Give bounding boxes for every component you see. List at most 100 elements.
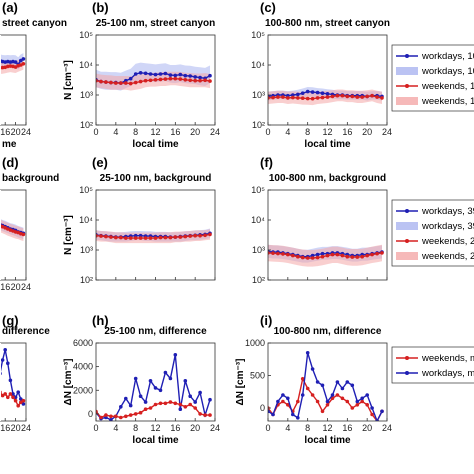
data-point — [375, 251, 379, 256]
panel-label: (c) — [260, 0, 276, 15]
y-tick-label: 10⁴ — [79, 60, 93, 70]
data-point — [291, 412, 295, 417]
y-tick-label: 500 — [250, 371, 265, 381]
data-point — [119, 405, 123, 409]
data-point — [124, 236, 128, 240]
x-axis-label: local time — [132, 435, 179, 446]
x-tick-label: 16 — [0, 127, 10, 137]
axes-frame — [267, 34, 388, 126]
panel-label: (h) — [92, 313, 109, 328]
data-point — [276, 251, 280, 256]
data-point — [13, 398, 18, 403]
data-point — [183, 405, 188, 409]
data-point — [300, 255, 305, 260]
data-point — [143, 400, 148, 404]
data-point — [138, 79, 143, 84]
data-point — [114, 414, 118, 419]
data-point — [335, 393, 340, 397]
data-point — [138, 236, 143, 240]
legend-label: workdays, 39 — [421, 206, 474, 217]
data-point — [281, 399, 285, 404]
data-point — [320, 409, 325, 414]
data-point — [370, 93, 374, 98]
data-point — [320, 251, 325, 256]
x-tick-label: 16 — [342, 127, 352, 137]
data-point — [380, 409, 384, 414]
data-point — [276, 95, 280, 99]
data-point — [158, 235, 163, 240]
y-axis-label: ΔN [cm⁻³] — [63, 359, 74, 406]
panel-h: (h)25-100 nm, difference 0 4 8 12 16 20 24 local… — [63, 313, 220, 446]
data-point — [305, 89, 310, 94]
y-tick-label: 6000 — [73, 338, 93, 348]
x-tick-label: 12 — [322, 423, 332, 433]
data-point — [21, 402, 26, 406]
data-point — [168, 400, 173, 404]
series-line-0 — [268, 376, 383, 421]
data-point — [168, 76, 173, 81]
data-point — [315, 90, 320, 95]
data-point — [178, 402, 183, 407]
data-point — [0, 393, 5, 398]
panel-b: (b) 25-100 nm, street canyon 0 4 8 12 16 20 24 lo… — [63, 0, 220, 150]
y-tick-label: 2000 — [73, 385, 93, 395]
data-point — [163, 235, 168, 240]
y-tick-label: 10⁴ — [251, 60, 265, 70]
y-tick-label: 10⁴ — [79, 215, 93, 225]
data-point — [203, 233, 207, 238]
legend-box — [391, 346, 474, 384]
x-tick-label: 20 — [362, 127, 372, 137]
data-point — [296, 96, 300, 100]
data-point — [104, 234, 108, 239]
data-point — [148, 379, 153, 383]
data-point — [21, 398, 26, 403]
panel-label: (b) — [92, 0, 109, 15]
data-point — [203, 413, 207, 417]
data-point — [138, 410, 143, 415]
data-point — [296, 254, 300, 259]
data-point — [375, 419, 379, 421]
data-point — [300, 393, 305, 397]
legend-marker — [405, 356, 409, 360]
data-point — [173, 401, 178, 406]
data-point — [375, 95, 379, 99]
data-point — [183, 73, 188, 78]
x-tick-label: 20 — [362, 423, 372, 433]
data-point — [143, 407, 148, 412]
legend-label: weekends, 21 — [421, 251, 474, 262]
panel-label: (e) — [92, 155, 108, 170]
x-tick-label: 4 — [285, 127, 290, 137]
data-point — [208, 79, 212, 83]
plot-area — [96, 62, 212, 91]
y-axis-label: N [cm⁻³] — [63, 60, 74, 100]
data-point — [183, 78, 188, 82]
data-point — [193, 75, 197, 79]
data-point — [193, 406, 197, 410]
y-tick-label: 10³ — [252, 90, 265, 100]
data-point — [124, 81, 128, 85]
data-point — [124, 396, 128, 401]
data-point — [6, 361, 10, 366]
data-point — [109, 235, 113, 239]
data-point — [291, 93, 295, 97]
panel-label: (d) — [2, 155, 19, 170]
x-tick-label: 20 — [11, 127, 21, 137]
data-point — [153, 402, 158, 407]
plot-area — [0, 53, 26, 74]
data-point — [133, 72, 138, 76]
data-point — [148, 406, 153, 410]
panel-title: 25-100 nm, background — [100, 173, 212, 184]
data-point — [310, 96, 315, 101]
x-tick-label: 24 — [21, 127, 31, 137]
panel-title: difference — [2, 326, 50, 337]
data-point — [315, 399, 320, 404]
x-tick-label: 0 — [265, 423, 270, 433]
data-point — [163, 401, 168, 406]
data-point — [340, 386, 345, 391]
y-tick-label: 10³ — [80, 90, 93, 100]
axes-frame — [267, 189, 388, 281]
data-point — [268, 409, 270, 414]
data-point — [114, 235, 118, 240]
data-point — [183, 379, 188, 383]
y-tick-label: 10² — [80, 275, 93, 285]
